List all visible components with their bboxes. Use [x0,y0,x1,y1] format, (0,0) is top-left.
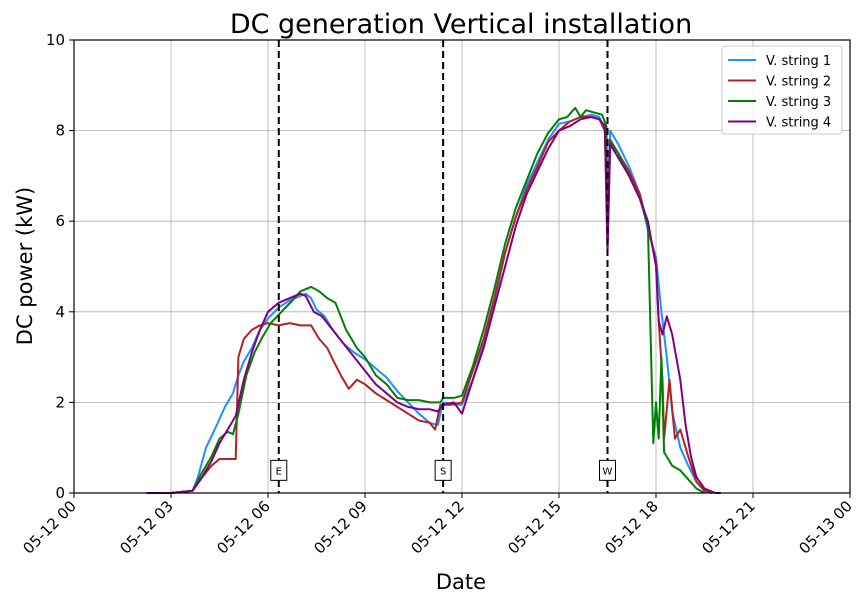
x-axis-label: Date [436,570,486,594]
y-axis-label: DC power (kW) [13,187,37,345]
x-tick-label: 05-12 00 [19,497,79,557]
legend-label: V. string 1 [766,54,831,69]
marker-box-e [270,459,288,481]
series-line-v-string-3 [146,106,705,494]
marker-box-s [434,459,452,481]
marker-label-e: E [276,466,282,477]
plot-frame [73,39,851,494]
y-tick-label: 6 [55,212,65,230]
x-tick-label: 05-12 12 [407,497,467,557]
legend-box [721,45,843,135]
legend-label: V. string 3 [766,95,831,110]
marker-label-w: W [603,466,613,477]
x-tick-label: 05-12 21 [698,497,758,557]
x-tick-label: 05-13 00 [795,497,855,557]
y-tick-label: 0 [55,484,65,502]
x-tick-label: 05-12 15 [504,497,564,557]
y-tick-label: 4 [55,303,65,321]
legend-label: V. string 4 [766,116,831,131]
x-tick-label: 05-12 06 [213,497,273,557]
marker-label-s: S [440,466,446,477]
y-tick-label: 8 [55,122,65,140]
legend-label: V. string 2 [766,75,831,90]
legend: V. string 1 V. string 2 V. string 3 V. stri… [721,45,843,135]
series-lines [146,106,721,494]
x-tick-label: 05-12 09 [310,497,370,557]
y-tick-label: 2 [55,393,65,411]
x-tick-label: 05-12 03 [116,497,176,557]
chart-title: DC generation Vertical installation [230,9,692,40]
x-tick-label: 05-12 18 [601,497,661,557]
series-line-v-string-4 [146,116,721,494]
y-tick-label: 10 [46,31,65,49]
marker-box-w [599,459,616,481]
